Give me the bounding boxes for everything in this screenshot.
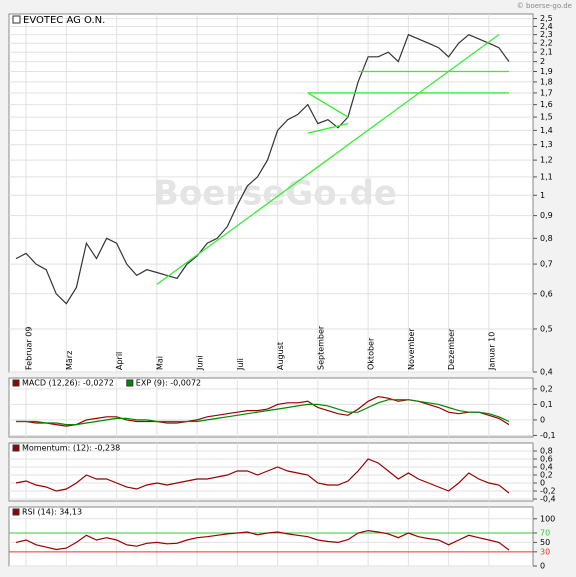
y-tick-label: 1,6 <box>540 100 553 109</box>
y-tick-label: 50 <box>540 538 550 547</box>
watermark: BoerseGo.de <box>153 174 397 214</box>
y-tick-label: 0,2 <box>540 384 553 393</box>
series-line <box>16 395 510 427</box>
panel <box>8 506 534 567</box>
y-tick-label: -0,2 <box>540 487 556 496</box>
y-tick-label: 0,1 <box>540 400 553 409</box>
series-line <box>15 458 510 494</box>
y-tick-label: 0,4 <box>540 368 553 377</box>
x-tick-label: November <box>407 328 416 370</box>
y-tick-label: 100 <box>540 514 555 523</box>
legend-swatch <box>126 379 134 387</box>
y-tick-label: 2,2 <box>540 39 553 48</box>
y-tick-label: 70 <box>540 528 550 537</box>
series-line <box>15 33 510 305</box>
x-tick-label: Juni <box>196 355 205 371</box>
y-tick-label: 1,8 <box>540 77 553 86</box>
y-tick-label: 1,9 <box>540 67 553 76</box>
legend-swatch <box>12 508 20 516</box>
x-tick-label: Dezember <box>447 328 456 370</box>
source: © boerse-go.de <box>517 2 572 10</box>
legend-label: MACD (12,26): -0,0272 <box>22 379 114 388</box>
trendline <box>307 92 349 118</box>
y-tick-label: -0,1 <box>540 431 556 440</box>
y-tick-label: 0,8 <box>540 234 553 243</box>
y-tick-label: 0,6 <box>540 289 553 298</box>
y-tick-label: 0 <box>540 562 545 571</box>
y-tick-label: 1,5 <box>540 113 553 122</box>
y-tick-label: 1,3 <box>540 140 553 149</box>
x-tick-label: August <box>276 342 285 370</box>
y-tick-label: 2,5 <box>540 14 553 23</box>
y-tick-label: 0,8 <box>540 447 553 456</box>
y-tick-label: 0,4 <box>540 463 553 472</box>
y-tick-label: 0,5 <box>540 324 553 333</box>
legend-label: EXP (9): -0,0072 <box>136 379 201 388</box>
legend-swatch <box>12 379 20 387</box>
y-tick-label: 0 <box>540 479 545 488</box>
y-tick-label: 0,2 <box>540 471 553 480</box>
x-tick-label: März <box>65 351 74 370</box>
y-tick-label: 0,7 <box>540 260 553 269</box>
y-tick-label: 0,6 <box>540 455 553 464</box>
trendline <box>307 122 349 134</box>
trendline <box>156 34 500 285</box>
x-tick-label: Juli <box>236 358 245 371</box>
y-tick-label: 30 <box>540 547 550 556</box>
y-tick-label: 2,4 <box>540 22 553 31</box>
y-tick-label: 1 <box>540 191 545 200</box>
y-tick-label: 2,3 <box>540 30 553 39</box>
title-box <box>12 15 21 24</box>
x-tick-label: Mai <box>155 356 164 370</box>
legend-label: RSI (14): 34,13 <box>22 508 82 517</box>
x-tick-label: Oktober <box>367 337 376 370</box>
legend-swatch <box>12 444 20 452</box>
series-line <box>16 399 510 426</box>
x-tick-label: September <box>316 325 325 370</box>
y-tick-label: 1,1 <box>540 172 553 181</box>
chart-title: EVOTEC AG O.N. <box>23 15 105 26</box>
x-tick-label: Januar 10 <box>487 332 496 371</box>
y-tick-label: 2 <box>540 57 545 66</box>
y-tick-label: 1,4 <box>540 126 553 135</box>
y-tick-label: 1,2 <box>540 156 553 165</box>
legend-label: Momentum: (12): -0,238 <box>22 444 120 453</box>
y-tick-label: 1,7 <box>540 88 553 97</box>
series-line <box>15 529 510 551</box>
y-tick-label: 0,9 <box>540 211 553 220</box>
y-tick-label: 2,1 <box>540 48 553 57</box>
x-tick-label: April <box>115 352 124 370</box>
x-tick-label: Februar 09 <box>25 327 34 370</box>
y-tick-label: -0,4 <box>540 495 556 504</box>
y-tick-label: 0 <box>540 415 545 424</box>
